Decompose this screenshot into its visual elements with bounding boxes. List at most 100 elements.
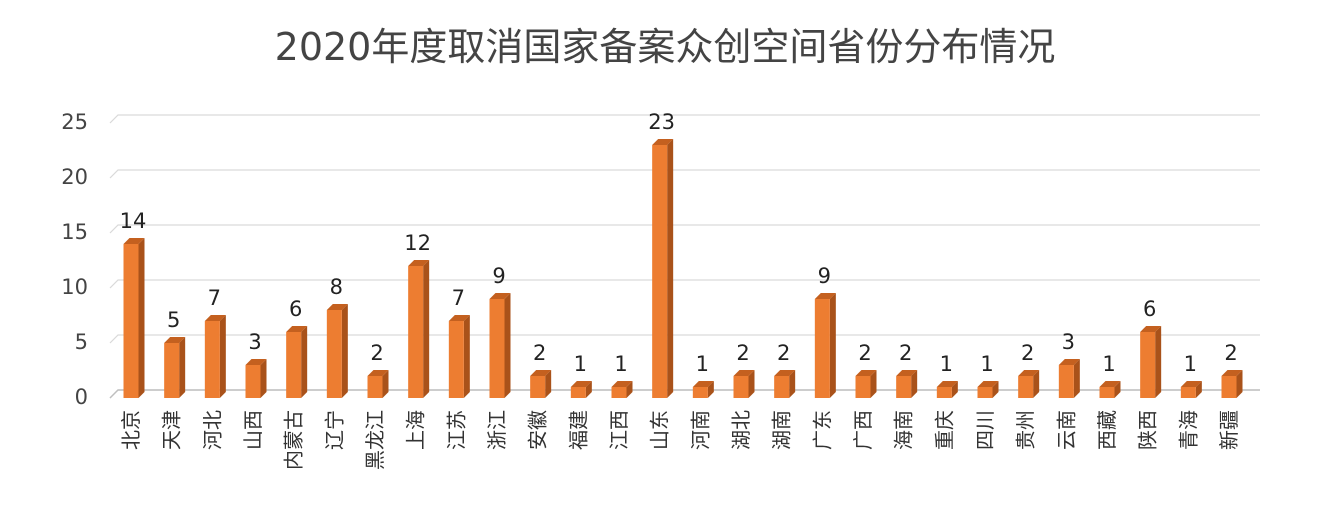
bar-side [748, 370, 755, 398]
bar-top [936, 381, 958, 387]
data-label: 1 [696, 352, 709, 376]
bar-top [977, 381, 999, 387]
data-label: 3 [248, 330, 261, 354]
bar-front [245, 365, 261, 398]
bar-top [408, 260, 430, 266]
y-tick-label: 15 [61, 220, 88, 244]
bar-layer [123, 139, 1243, 398]
y-tick-label: 10 [61, 275, 88, 299]
bar-side [1033, 370, 1040, 398]
bar-front [1099, 387, 1115, 398]
bar [1180, 381, 1202, 398]
x-tick-label: 四川 [973, 410, 997, 450]
bar [733, 370, 755, 398]
bar [530, 370, 552, 398]
bar-front [367, 376, 383, 398]
gridline [109, 334, 1260, 344]
data-label: 1 [940, 352, 953, 376]
y-tick-label: 25 [61, 110, 88, 134]
x-tick-label: 贵州 [1014, 410, 1038, 450]
data-label: 1 [1102, 352, 1115, 376]
bar-side [301, 326, 308, 398]
x-tick-label: 浙江 [485, 410, 509, 450]
bar-top [245, 359, 267, 365]
bar-top [204, 315, 226, 321]
y-tick-label: 5 [75, 330, 88, 354]
x-tick-label: 广西 [851, 410, 875, 450]
bar-front [286, 332, 302, 398]
bar-side [667, 139, 674, 398]
bar [652, 139, 674, 398]
x-tick-label: 黑龙江 [363, 410, 387, 470]
bar-side [545, 370, 552, 398]
x-tick-label: 北京 [119, 410, 143, 450]
x-tick-label: 辽宁 [322, 410, 346, 450]
bar-top [1221, 370, 1243, 376]
bar-front [1058, 365, 1074, 398]
gridline [109, 224, 1260, 234]
bar-front [204, 321, 220, 398]
bar [774, 370, 796, 398]
x-tick-label: 河北 [200, 410, 224, 450]
y-tick-label: 0 [75, 385, 88, 409]
x-tick-label: 广东 [810, 410, 834, 450]
bar-side [829, 293, 836, 398]
gridline [109, 279, 1260, 289]
gridline [109, 114, 1260, 124]
bar-side [138, 238, 145, 398]
x-tick-label: 江苏 [444, 410, 468, 450]
y-tick-label: 20 [61, 165, 88, 189]
bar [367, 370, 389, 398]
bar-side [707, 381, 714, 398]
bar-front [1140, 332, 1156, 398]
bar [123, 238, 145, 398]
bar-front [326, 310, 342, 398]
bar-top [692, 381, 714, 387]
bar-front [489, 299, 505, 398]
bar-side [382, 370, 389, 398]
data-label: 6 [289, 297, 302, 321]
bar-top [164, 337, 186, 343]
bar [814, 293, 836, 398]
bar-front [530, 376, 546, 398]
bar-front [652, 145, 668, 398]
data-label: 23 [648, 110, 675, 134]
bar-top [1140, 326, 1162, 332]
bar-side [585, 381, 592, 398]
bar-front [977, 387, 993, 398]
x-tick-label: 云南 [1054, 410, 1078, 450]
bar [936, 381, 958, 398]
x-tick-label: 安徽 [526, 410, 550, 450]
bar-top [774, 370, 796, 376]
bar-top [326, 304, 348, 310]
bar-top [611, 381, 633, 387]
bar-side [1114, 381, 1121, 398]
bar [326, 304, 348, 398]
bar-front [814, 299, 830, 398]
bar [1099, 381, 1121, 398]
bar-side [463, 315, 470, 398]
data-label: 5 [167, 308, 180, 332]
chart-title: 2020年度取消国家备案众创空间省份分布情况 [274, 25, 1056, 69]
bar-front [1018, 376, 1034, 398]
x-tick-label: 湖南 [770, 410, 794, 450]
bar-front [733, 376, 749, 398]
data-label: 7 [208, 286, 221, 310]
bar-front [408, 266, 424, 398]
bar-top [530, 370, 552, 376]
bar [489, 293, 511, 398]
x-tick-label: 西藏 [1095, 410, 1119, 450]
bar-side [504, 293, 511, 398]
x-tick-label: 重庆 [932, 410, 956, 450]
bar-front [1180, 387, 1196, 398]
grid-layer [109, 114, 1260, 399]
bar [408, 260, 430, 398]
x-tick-label: 上海 [404, 410, 428, 450]
data-label: 2 [370, 341, 383, 365]
bar-top [367, 370, 389, 376]
bar-top [1099, 381, 1121, 387]
baseline [109, 389, 1260, 399]
bar [164, 337, 186, 398]
bar-side [1155, 326, 1162, 398]
